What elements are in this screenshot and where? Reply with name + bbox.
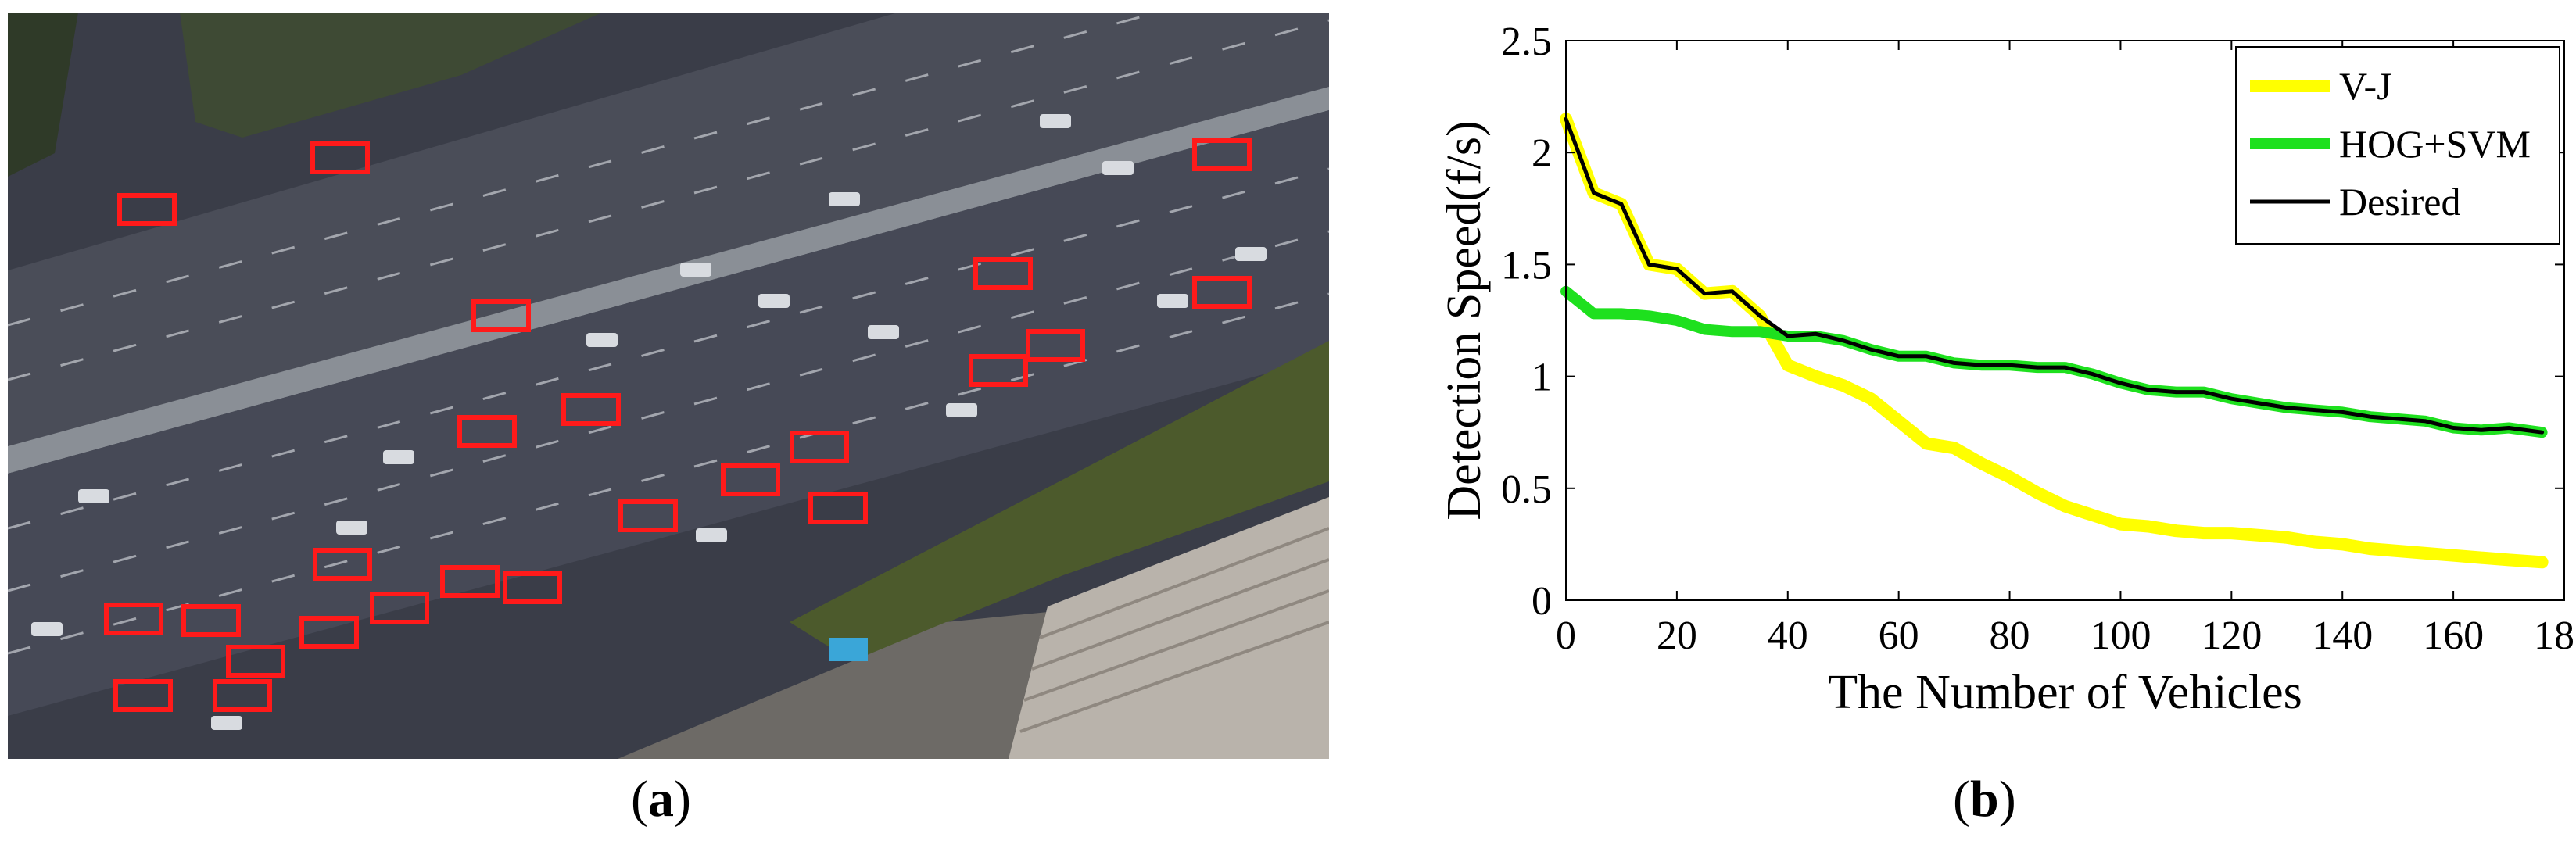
detection-box bbox=[969, 354, 1028, 387]
park-area-top bbox=[180, 13, 602, 138]
y-tick-label: 2 bbox=[1532, 131, 1552, 176]
detection-box bbox=[471, 299, 531, 332]
chart-svg: 0 20 40 60 80 100 120 140 160 180 0 0.5 1 1.5 2 2.5 The… bbox=[1438, 20, 2576, 719]
aerial-highway-photo bbox=[7, 0, 1330, 759]
building bbox=[1009, 497, 1329, 759]
detection-box bbox=[561, 393, 621, 426]
axes-box bbox=[1565, 40, 2565, 601]
x-tick-label: 80 bbox=[1990, 614, 2030, 658]
x-tick-label: 180 bbox=[2534, 614, 2576, 658]
detection-box bbox=[808, 492, 868, 524]
y-axis-label: Detection Speed(f/s) bbox=[1438, 120, 1491, 520]
legend: V-J HOG+SVM Desired bbox=[2235, 46, 2560, 245]
y-tick-label: 1 bbox=[1532, 356, 1552, 400]
detection-box bbox=[1192, 138, 1252, 171]
y-tick-label: 0.5 bbox=[1501, 467, 1552, 512]
vehicles bbox=[31, 114, 1267, 730]
caption-b-letter: b bbox=[1969, 771, 1999, 828]
x-tick-label: 100 bbox=[2090, 614, 2151, 658]
y-tick-label: 1.5 bbox=[1501, 243, 1552, 288]
park-area-left bbox=[8, 13, 78, 177]
detection-box bbox=[440, 565, 500, 598]
x-tick-label: 140 bbox=[2312, 614, 2373, 658]
legend-label: V-J bbox=[2339, 64, 2392, 108]
detection-speed-chart: 0 20 40 60 80 100 120 140 160 180 0 0.5 1 1.5 2 2.5 The… bbox=[1376, 0, 2576, 750]
aerial-photo-svg bbox=[7, 0, 1330, 759]
detection-box bbox=[299, 616, 359, 649]
y-tick-label: 2.5 bbox=[1501, 20, 1552, 64]
detection-box bbox=[721, 463, 780, 496]
detection-box bbox=[370, 592, 429, 624]
detection-box bbox=[310, 141, 370, 174]
x-tick-label: 120 bbox=[2201, 614, 2262, 658]
median-strip bbox=[8, 87, 1329, 474]
detection-box bbox=[181, 604, 241, 637]
detection-box bbox=[226, 645, 285, 678]
detection-box bbox=[113, 679, 173, 712]
x-tick-label: 60 bbox=[1879, 614, 1919, 658]
detection-box bbox=[313, 548, 372, 581]
x-tick-label: 20 bbox=[1657, 614, 1697, 658]
x-tick-label: 40 bbox=[1768, 614, 1808, 658]
upper-carriageway bbox=[8, 0, 1329, 458]
detection-box bbox=[973, 257, 1033, 290]
detection-box bbox=[790, 431, 849, 463]
detection-box bbox=[104, 603, 163, 635]
detection-box bbox=[1026, 329, 1085, 362]
blue-kiosk bbox=[829, 638, 868, 661]
x-axis-label: The Number of Vehicles bbox=[1828, 666, 2302, 719]
detection-box bbox=[213, 679, 272, 712]
caption-a: (a) bbox=[631, 770, 691, 829]
caption-a-close: ) bbox=[673, 771, 691, 828]
y-tick-label: 0 bbox=[1532, 579, 1552, 624]
legend-label: HOG+SVM bbox=[2339, 122, 2531, 166]
detection-box bbox=[1192, 276, 1252, 309]
series-line-desired bbox=[1564, 116, 2545, 435]
caption-b: (b) bbox=[1953, 770, 2016, 829]
detection-box bbox=[618, 499, 678, 532]
lane-markings bbox=[7, 0, 1330, 655]
detection-boxes bbox=[104, 138, 1252, 712]
axis-ticks: 0 20 40 60 80 100 120 140 160 180 0 0.5 1 1.5 2 2.5 bbox=[1501, 20, 2576, 658]
detection-box bbox=[503, 571, 562, 604]
plaza-area bbox=[618, 606, 1102, 759]
caption-b-open: ( bbox=[1953, 771, 1970, 828]
caption-b-close: ) bbox=[1998, 771, 2016, 828]
x-tick-label: 0 bbox=[1556, 614, 1576, 658]
detection-box bbox=[457, 415, 517, 448]
series-line-hog-svm bbox=[1560, 285, 2548, 438]
legend-label: Desired bbox=[2339, 180, 2461, 224]
detection-box bbox=[117, 193, 177, 226]
plot-lines bbox=[1560, 113, 2549, 569]
caption-a-letter: a bbox=[647, 771, 674, 828]
building-windows bbox=[1019, 527, 1330, 733]
caption-a-open: ( bbox=[631, 771, 648, 828]
tree-line bbox=[790, 341, 1329, 661]
x-tick-label: 160 bbox=[2423, 614, 2484, 658]
